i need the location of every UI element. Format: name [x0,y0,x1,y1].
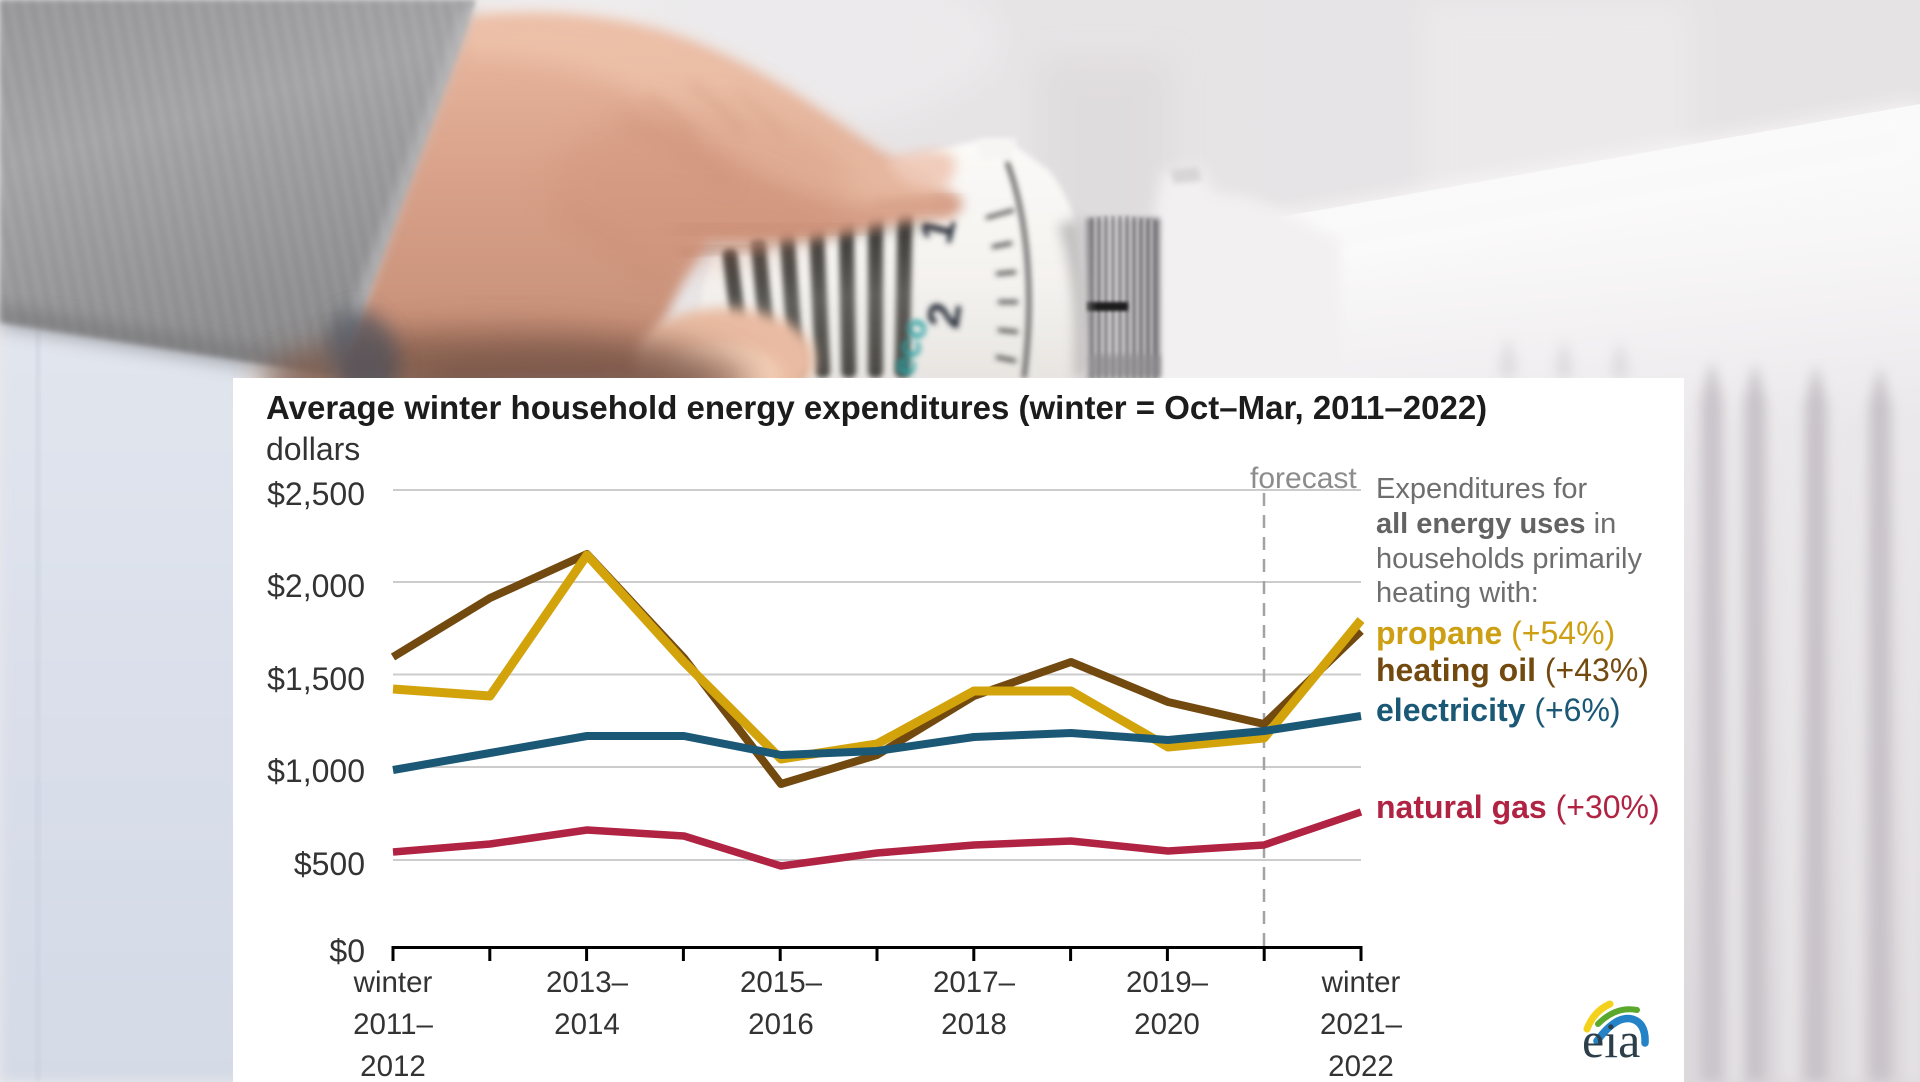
svg-text:eia: eia [1582,1012,1640,1068]
